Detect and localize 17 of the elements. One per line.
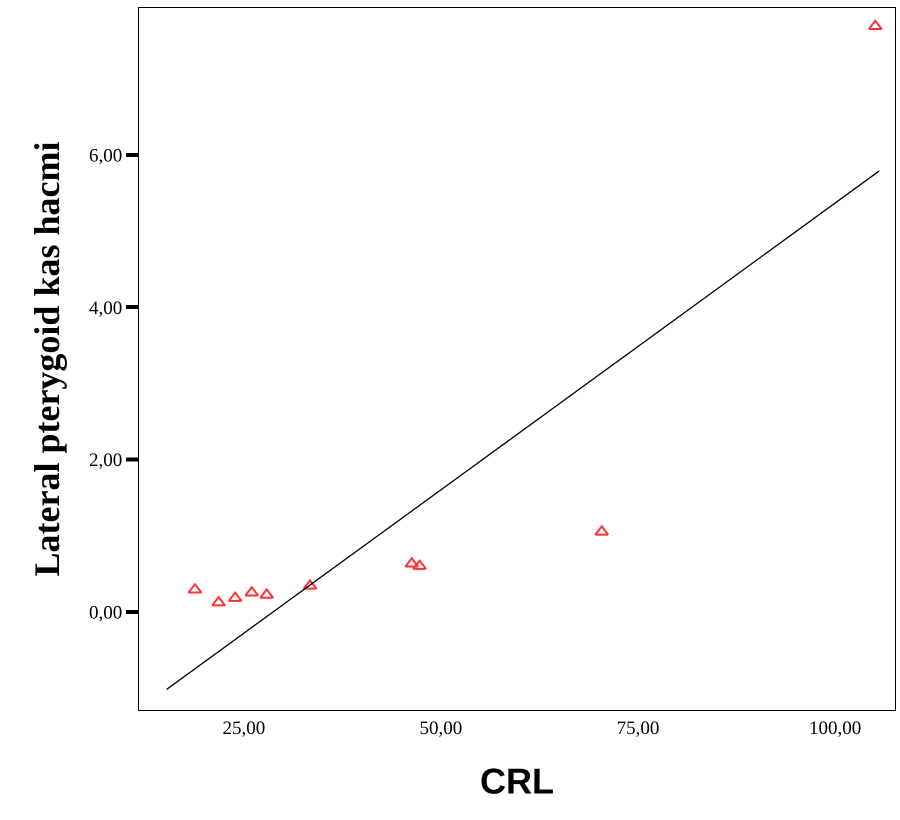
y-tick-label: 0,00 (88, 602, 122, 624)
point (302, 579, 318, 590)
x-tick-label: 25,00 (222, 718, 266, 739)
point (594, 525, 610, 536)
point (211, 596, 226, 606)
x-tick-label: 50,00 (420, 718, 462, 739)
point (868, 20, 883, 30)
point (188, 583, 202, 594)
y-tick-label: 4,00 (88, 298, 122, 319)
x-tick-label: 100,00 (808, 718, 862, 739)
x-tick-label: 75,00 (616, 718, 660, 739)
y-tick-label: 2,00 (88, 450, 122, 472)
point (404, 557, 420, 568)
point (412, 560, 427, 570)
y-axis-title: Lateral pterygoid kas hacmi (26, 142, 67, 576)
x-axis-title: CRL (480, 760, 554, 802)
y-tick-label: 6,00 (88, 146, 122, 167)
